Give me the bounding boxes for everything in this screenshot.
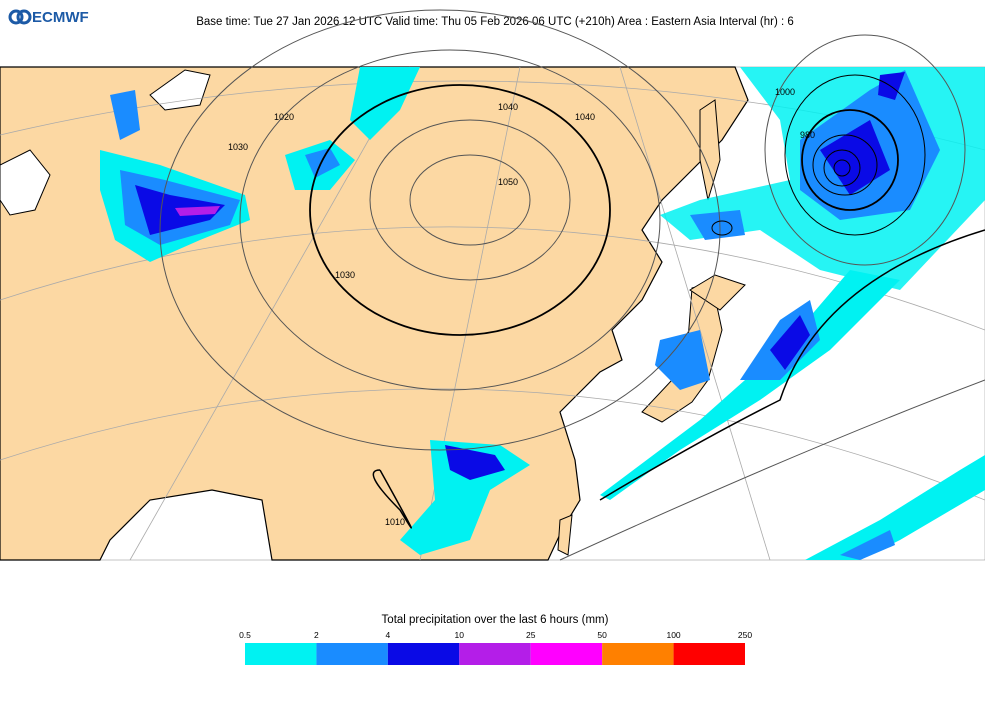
legend-tick-label: 50 <box>597 630 607 640</box>
legend-swatch <box>673 643 745 665</box>
graticule-line <box>129 66 411 561</box>
legend-swatch <box>316 643 388 665</box>
precip-area <box>805 455 985 560</box>
precip-area <box>305 148 340 178</box>
legend-tick-label: 0.5 <box>239 630 251 640</box>
legend-tick-label: 100 <box>666 630 680 640</box>
legend: Total precipitation over the last 6 hour… <box>239 614 752 665</box>
precip-area <box>655 330 710 390</box>
caspian-sea <box>0 149 51 216</box>
legend-swatch <box>387 643 460 665</box>
isobar <box>559 379 985 561</box>
isobar <box>309 84 611 336</box>
pressure-contours <box>159 9 985 561</box>
sakhalin <box>699 99 721 201</box>
contour-labels: 1050 1040 1040 1030 1030 1020 1000 980 1… <box>228 87 815 527</box>
contour-label: 980 <box>800 130 815 140</box>
legend-tick-label: 10 <box>455 630 465 640</box>
contour-label: 1040 <box>575 112 595 122</box>
precip-area <box>445 445 505 480</box>
legend-tick-label: 25 <box>526 630 536 640</box>
precip-area <box>840 530 895 560</box>
precip-area <box>110 90 140 140</box>
isobar <box>369 119 571 281</box>
legend-title: Total precipitation over the last 6 hour… <box>382 614 609 626</box>
taiwan <box>557 514 573 556</box>
precip-area <box>350 67 420 140</box>
precip-area <box>770 315 810 370</box>
isobar <box>764 34 966 266</box>
isobar <box>372 469 412 529</box>
precip-area <box>878 72 905 100</box>
isobar <box>833 159 851 177</box>
isobar <box>823 149 861 187</box>
legend-swatch <box>459 643 531 665</box>
isobar <box>801 109 899 211</box>
graticule-line <box>0 388 985 501</box>
precip-area <box>690 210 745 240</box>
legend-swatch <box>530 643 603 665</box>
header-title: Base time: Tue 27 Jan 2026 12 UTC Valid … <box>196 16 794 28</box>
logo-icon <box>16 9 32 25</box>
contour-label: 1030 <box>228 142 248 152</box>
isobar <box>159 9 721 451</box>
legend-swatch <box>245 643 317 665</box>
map: 1050 1040 1040 1030 1030 1020 1000 980 1… <box>0 9 985 561</box>
isobar <box>239 49 661 391</box>
isobar <box>409 154 531 246</box>
contour-label: 1040 <box>498 102 518 112</box>
legend-tick-label: 2 <box>314 630 319 640</box>
isobar <box>711 220 733 236</box>
lake <box>149 69 211 111</box>
isobar <box>812 134 878 196</box>
hokkaido <box>689 274 746 311</box>
precip-area <box>175 206 220 216</box>
logo: ECMWF <box>8 9 89 26</box>
legend-swatch <box>602 643 674 665</box>
legend-tick-label: 250 <box>738 630 752 640</box>
precip-area <box>600 270 900 500</box>
contour-label: 1030 <box>335 270 355 280</box>
isobar <box>784 74 926 236</box>
isobar <box>599 229 985 501</box>
logo-icon <box>8 9 24 25</box>
contour-label: 1000 <box>775 87 795 97</box>
contour-label: 1050 <box>498 177 518 187</box>
precipitation <box>100 67 985 560</box>
legend-tick-label: 4 <box>385 630 390 640</box>
precip-area <box>820 120 890 195</box>
logo-text: ECMWF <box>32 9 89 26</box>
contour-label: 1010 <box>385 517 405 527</box>
contour-label: 1020 <box>274 112 294 122</box>
